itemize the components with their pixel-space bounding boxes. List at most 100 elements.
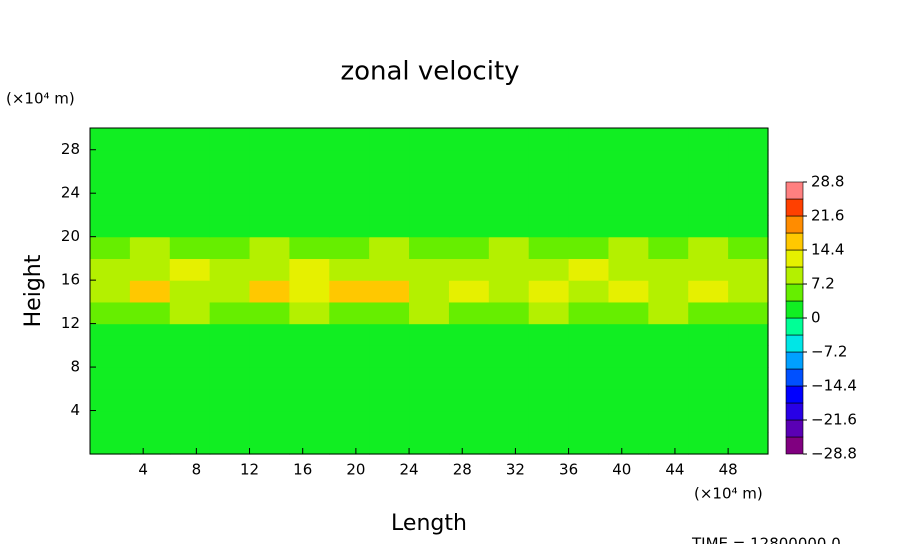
cell <box>608 323 649 346</box>
cell <box>289 388 330 412</box>
cell <box>688 367 729 390</box>
cell <box>209 410 251 433</box>
cell <box>728 258 769 281</box>
cell <box>169 301 211 325</box>
cell <box>209 236 251 259</box>
colorbar-tick-label: −7.2 <box>811 343 847 361</box>
cell <box>369 323 410 346</box>
cell <box>169 410 211 433</box>
cell <box>528 280 570 303</box>
cell <box>289 410 330 433</box>
cell <box>129 280 171 303</box>
cell <box>249 345 291 368</box>
cell <box>608 214 649 238</box>
cell <box>289 367 330 390</box>
cell <box>369 128 410 151</box>
cell <box>369 171 410 194</box>
cell <box>488 258 530 281</box>
colorbar-band <box>785 232 804 251</box>
cell <box>169 367 211 390</box>
colorbar-tick-label: −28.8 <box>811 445 857 463</box>
cell <box>648 323 689 346</box>
y-tick-label: 16 <box>61 271 80 289</box>
cell <box>409 236 450 259</box>
cell <box>369 214 410 238</box>
x-tick-label: 28 <box>453 461 472 479</box>
cell <box>169 236 211 259</box>
cell <box>688 410 729 433</box>
cell <box>129 323 171 346</box>
cell <box>728 388 769 412</box>
cell <box>169 128 211 151</box>
cell <box>289 236 330 259</box>
cell <box>688 236 729 259</box>
cell <box>249 280 291 303</box>
cell <box>249 388 291 412</box>
cell <box>648 301 689 325</box>
cell <box>409 280 450 303</box>
x-tick-label: 16 <box>293 461 312 479</box>
y-unit: (×10⁴ m) <box>6 90 75 108</box>
cell <box>169 323 211 346</box>
cell <box>169 171 211 194</box>
cell <box>409 367 450 390</box>
cell <box>329 193 370 216</box>
cell <box>90 171 131 194</box>
x-tick-label: 4 <box>138 461 148 479</box>
cell <box>608 128 649 151</box>
cell <box>90 323 131 346</box>
cell <box>209 128 251 151</box>
cell <box>90 280 131 303</box>
cell <box>169 193 211 216</box>
cell <box>528 236 570 259</box>
cell <box>688 128 729 151</box>
cell <box>688 432 729 455</box>
y-tick-label: 4 <box>70 401 80 419</box>
cell <box>728 410 769 433</box>
cell <box>528 214 570 238</box>
x-tick-label: 24 <box>400 461 419 479</box>
cell <box>209 432 251 455</box>
cell <box>448 323 490 346</box>
cell <box>289 128 330 151</box>
x-axis-label: Length <box>391 511 467 536</box>
cell <box>488 432 530 455</box>
cell <box>688 193 729 216</box>
cell <box>249 171 291 194</box>
cell <box>329 214 370 238</box>
y-tick-label: 20 <box>61 227 80 245</box>
cell <box>249 323 291 346</box>
colorbar-band <box>785 419 804 438</box>
cell <box>329 128 370 151</box>
cell <box>129 432 171 455</box>
cell <box>728 149 769 173</box>
cell <box>688 214 729 238</box>
cell <box>129 388 171 412</box>
cell <box>369 258 410 281</box>
cell <box>209 214 251 238</box>
cell <box>568 388 610 412</box>
colorbar-band <box>785 181 804 200</box>
cell <box>608 258 649 281</box>
cell <box>648 345 689 368</box>
cell <box>289 214 330 238</box>
cell <box>688 171 729 194</box>
colorbar-band <box>785 300 804 319</box>
colorbar-tick-label: 7.2 <box>811 275 835 293</box>
colorbar-band <box>785 402 804 421</box>
cell <box>129 193 171 216</box>
cell <box>528 258 570 281</box>
cell <box>728 367 769 390</box>
colorbar-band <box>785 334 804 353</box>
cell <box>409 388 450 412</box>
colorbar-band <box>785 385 804 404</box>
cell <box>728 193 769 216</box>
cell <box>209 345 251 368</box>
cell <box>648 149 689 173</box>
cell <box>169 345 211 368</box>
cell <box>409 214 450 238</box>
cell <box>289 258 330 281</box>
cell <box>289 323 330 346</box>
cell <box>688 149 729 173</box>
cell <box>568 193 610 216</box>
